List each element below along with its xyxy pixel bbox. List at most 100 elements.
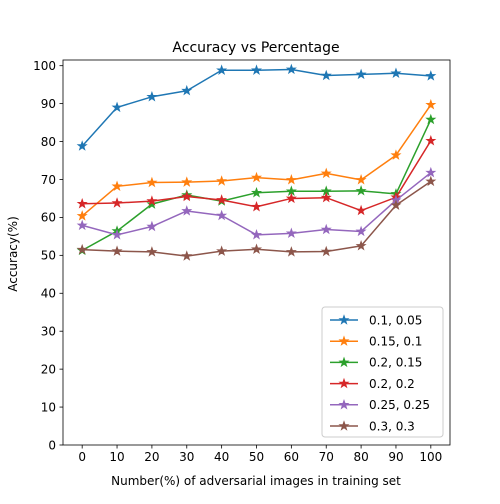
y-tick-label: 60 bbox=[41, 211, 56, 225]
legend-label: 0.15, 0.1 bbox=[369, 335, 422, 349]
data-point bbox=[285, 227, 297, 239]
data-point bbox=[425, 98, 437, 110]
data-point bbox=[111, 245, 123, 256]
data-point bbox=[76, 210, 88, 221]
data-point bbox=[216, 209, 228, 221]
data-point bbox=[425, 175, 437, 187]
legend-item-2: 0.15, 0.1 bbox=[330, 335, 422, 349]
legend-swatch-marker bbox=[338, 420, 350, 431]
data-point bbox=[425, 70, 437, 81]
data-point bbox=[285, 174, 297, 185]
data-point bbox=[111, 180, 123, 192]
data-point bbox=[285, 63, 297, 75]
data-point bbox=[111, 101, 123, 113]
data-point bbox=[111, 229, 123, 240]
data-point bbox=[76, 219, 88, 231]
y-tick-label: 30 bbox=[41, 325, 56, 339]
data-point bbox=[146, 195, 158, 206]
data-point bbox=[355, 204, 367, 216]
x-tick-label: 20 bbox=[144, 450, 159, 464]
chart-title: Accuracy vs Percentage bbox=[172, 40, 339, 56]
y-tick-label: 50 bbox=[41, 249, 56, 263]
series-line bbox=[81, 103, 432, 217]
legend-label: 0.25, 0.25 bbox=[369, 398, 430, 412]
data-point bbox=[320, 191, 332, 203]
series-2 bbox=[76, 98, 437, 221]
data-point bbox=[111, 197, 123, 208]
legend-swatch-marker bbox=[338, 314, 350, 325]
data-point bbox=[390, 149, 402, 160]
y-tick-label: 80 bbox=[41, 135, 56, 149]
x-tick-label: 10 bbox=[109, 450, 124, 464]
data-point bbox=[425, 134, 437, 146]
data-point bbox=[355, 240, 367, 251]
x-tick-label: 30 bbox=[179, 450, 194, 464]
series-1 bbox=[76, 63, 437, 151]
x-tick-label: 50 bbox=[249, 450, 264, 464]
series-4 bbox=[76, 134, 437, 216]
data-point bbox=[146, 90, 158, 102]
data-point bbox=[390, 199, 402, 210]
data-point bbox=[320, 167, 332, 179]
data-point bbox=[181, 205, 193, 216]
data-point bbox=[390, 67, 402, 78]
x-axis-label: Number(%) of adversarial images in train… bbox=[111, 474, 401, 488]
data-point bbox=[216, 194, 228, 205]
data-point bbox=[320, 223, 332, 235]
y-tick-label: 0 bbox=[48, 438, 56, 452]
y-tick-label: 90 bbox=[41, 97, 56, 111]
data-point bbox=[76, 243, 88, 255]
y-tick-label: 100 bbox=[33, 59, 56, 73]
x-tick-label: 0 bbox=[78, 450, 86, 464]
legend: 0.1, 0.05 0.15, 0.1 0.2, 0.15 0.2, 0.2 0.25,… bbox=[321, 306, 444, 438]
y-tick-label: 20 bbox=[41, 362, 56, 376]
y-tick-label: 10 bbox=[41, 400, 56, 414]
data-point bbox=[250, 243, 263, 254]
legend-item-6: 0.3, 0.3 bbox=[330, 419, 415, 433]
data-point bbox=[216, 64, 228, 75]
y-tick-label: 70 bbox=[41, 173, 56, 187]
y-tick-label: 40 bbox=[41, 287, 56, 301]
data-point bbox=[181, 176, 193, 187]
data-point bbox=[146, 246, 158, 257]
x-tick-label: 60 bbox=[284, 450, 299, 464]
legend-label: 0.1, 0.05 bbox=[369, 313, 422, 327]
y-axis-label: Accuracy(%) bbox=[6, 216, 20, 292]
legend-item-3: 0.2, 0.15 bbox=[330, 356, 422, 370]
data-point bbox=[76, 197, 88, 209]
series-line bbox=[81, 68, 432, 148]
data-point bbox=[250, 186, 263, 198]
data-point bbox=[146, 176, 158, 188]
legend-item-4: 0.2, 0.2 bbox=[330, 377, 415, 391]
x-tick-label: 100 bbox=[419, 450, 442, 464]
legend-item-1: 0.1, 0.05 bbox=[330, 313, 422, 327]
data-point bbox=[250, 200, 263, 212]
legend-label: 0.2, 0.2 bbox=[369, 377, 415, 391]
series-layer bbox=[76, 63, 437, 261]
data-point bbox=[320, 245, 332, 257]
data-point bbox=[425, 113, 437, 125]
data-point bbox=[285, 246, 297, 257]
legend-item-5: 0.25, 0.25 bbox=[330, 398, 430, 412]
data-point bbox=[250, 229, 263, 240]
legend-swatch-marker bbox=[338, 335, 350, 346]
data-point bbox=[250, 171, 263, 183]
data-point bbox=[181, 190, 193, 202]
data-point bbox=[285, 192, 297, 204]
data-point bbox=[181, 84, 193, 96]
data-point bbox=[216, 245, 228, 256]
data-point bbox=[355, 68, 367, 80]
data-point bbox=[425, 166, 437, 178]
x-tick-label: 40 bbox=[214, 450, 229, 464]
data-point bbox=[76, 140, 88, 151]
legend-swatch-marker bbox=[338, 356, 350, 368]
data-point bbox=[250, 64, 263, 75]
data-point bbox=[146, 220, 158, 232]
series-6 bbox=[76, 175, 437, 261]
data-point bbox=[320, 69, 332, 81]
x-tick-label: 70 bbox=[319, 450, 334, 464]
legend-label: 0.3, 0.3 bbox=[369, 419, 415, 433]
legend-label: 0.2, 0.15 bbox=[369, 356, 422, 370]
